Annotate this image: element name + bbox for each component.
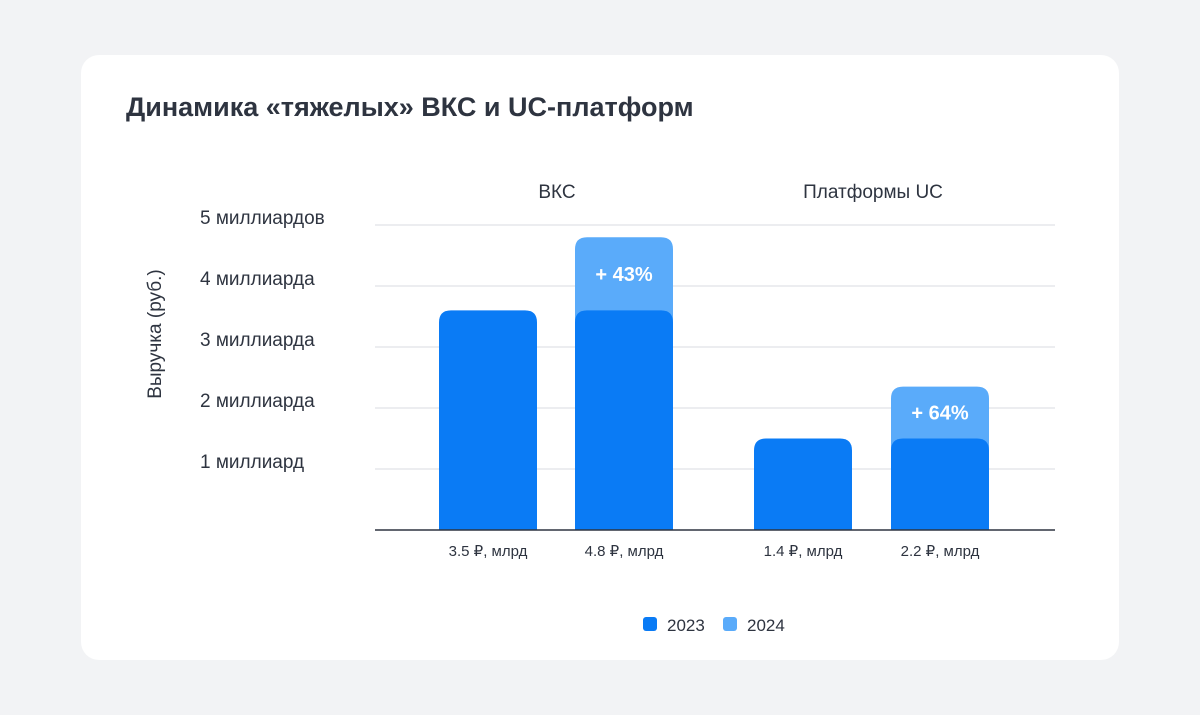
group-label: ВКС: [538, 182, 575, 203]
legend-label: 2023: [667, 616, 705, 635]
y-tick-label: 4 миллиарда: [200, 269, 315, 290]
legend-swatch: [643, 617, 657, 631]
bar-2023: [754, 438, 852, 530]
y-axis-label: Выручка (руб.): [145, 269, 166, 399]
bar-2023: [439, 310, 537, 530]
legend-label: 2024: [747, 616, 785, 635]
bar-value-label: 4.8 ₽, млрд: [585, 543, 664, 560]
growth-label: + 43%: [595, 264, 652, 286]
y-tick-label: 5 миллиардов: [200, 208, 325, 229]
group-label: Платформы UC: [803, 182, 943, 203]
bar-2024-base: [575, 310, 673, 530]
bar-value-label: 1.4 ₽, млрд: [764, 543, 843, 560]
bar-2024-base: [891, 438, 989, 530]
bar-value-label: 2.2 ₽, млрд: [901, 543, 980, 560]
y-tick-label: 2 миллиарда: [200, 391, 315, 412]
y-tick-label: 3 миллиарда: [200, 330, 315, 351]
chart-title: Динамика «тяжелых» ВКС и UC-платформ: [126, 92, 694, 122]
legend-swatch: [723, 617, 737, 631]
bar-value-label: 3.5 ₽, млрд: [449, 543, 528, 560]
growth-label: + 64%: [911, 403, 968, 425]
y-tick-label: 1 миллиард: [200, 452, 304, 473]
